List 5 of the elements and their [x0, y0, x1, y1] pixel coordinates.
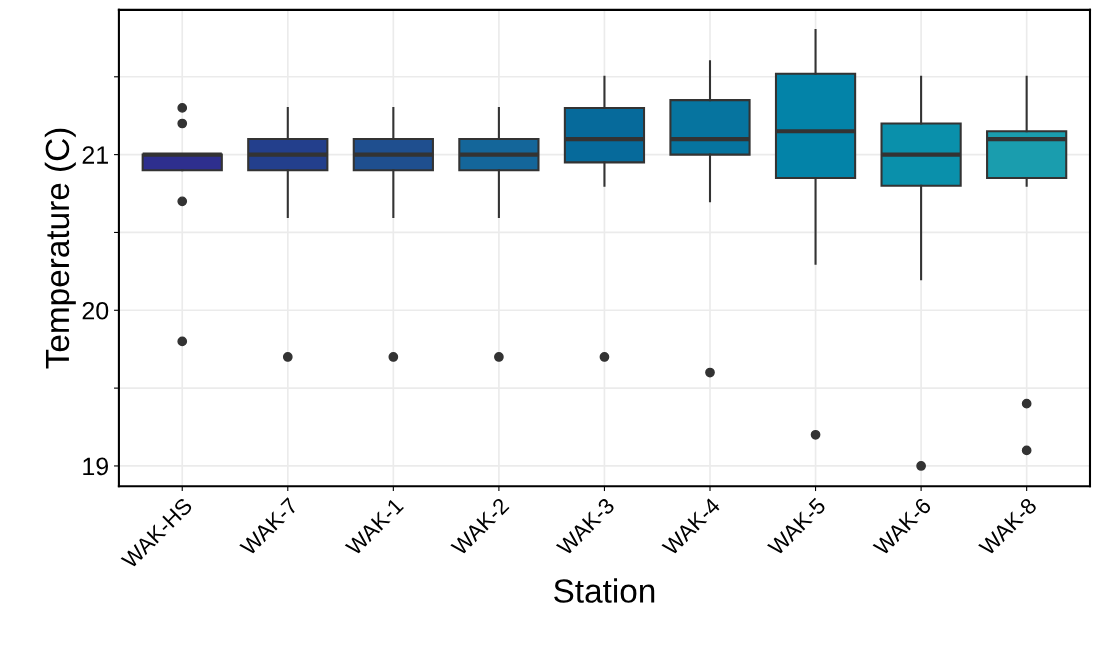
- y-tick-label: 19: [83, 457, 108, 476]
- y-tick-label: 21: [82, 146, 108, 164]
- y-axis-title: Temperature (C): [44, 128, 76, 369]
- y-tick-label: 20: [82, 301, 109, 320]
- x-axis-title: Station: [554, 578, 655, 603]
